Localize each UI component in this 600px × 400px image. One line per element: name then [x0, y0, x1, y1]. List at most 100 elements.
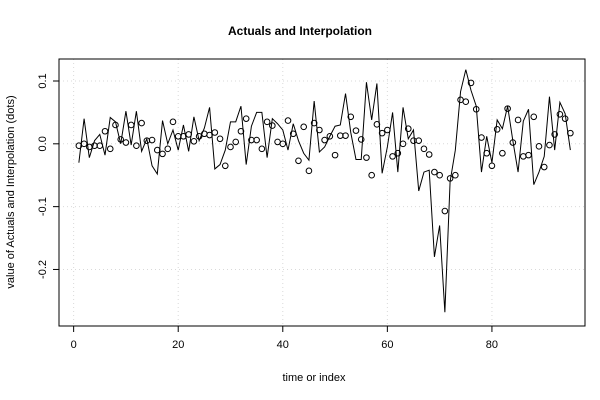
interpolation-dot-75: [467, 79, 475, 87]
interpolation-dot-48: [326, 132, 334, 140]
interpolation-dot-94: [567, 129, 574, 137]
interpolation-dot-34: [253, 136, 260, 144]
interpolation-dot-8: [117, 136, 124, 143]
interpolation-dot-72: [452, 171, 459, 179]
interpolation-dot-42: [295, 157, 302, 165]
interpolation-dot-4: [96, 142, 104, 149]
interpolation-dot-78: [483, 149, 491, 157]
interpolation-dot-59: [384, 126, 391, 134]
interpolation-dot-32: [242, 115, 250, 122]
interpolation-dot-92: [556, 110, 564, 118]
interpolation-dot-31: [237, 127, 245, 135]
x-tick-label-4: 80: [486, 339, 498, 351]
plot-frame: [58, 58, 586, 327]
interpolation-dot-16: [159, 150, 166, 158]
interpolation-dot-28: [221, 162, 229, 170]
interpolation-dot-54: [357, 136, 365, 143]
y-tick-label-2: 0.0: [37, 136, 49, 151]
axis-layer: 0 20 40 60 80 -0.2 -0.1 0.0 0.1: [37, 73, 498, 351]
interpolation-dot-46: [316, 126, 323, 134]
interpolation-dot-12: [138, 119, 145, 127]
interpolation-dot-71: [446, 175, 454, 182]
interpolation-dot-55: [363, 154, 370, 161]
interpolation-dot-77: [478, 134, 485, 141]
interpolation-dot-29: [227, 143, 234, 151]
interpolation-dot-82: [504, 105, 511, 112]
interpolation-dot-93: [561, 115, 569, 122]
interpolation-dot-9: [122, 139, 130, 146]
interpolation-dot-30: [232, 138, 240, 146]
interpolation-dot-57: [373, 121, 381, 128]
interpolation-dot-17: [164, 145, 172, 153]
chart-title: Actuals and Interpolation: [228, 24, 372, 38]
grid-layer: [59, 59, 585, 326]
interpolation-dot-81: [499, 149, 506, 157]
interpolation-dot-52: [347, 113, 355, 121]
interpolation-dot-44: [305, 167, 313, 175]
interpolation-dot-1: [80, 140, 88, 148]
actuals-line: [78, 69, 571, 313]
interpolation-dot-85: [520, 153, 527, 160]
interpolation-dot-27: [216, 135, 224, 143]
interpolation-dot-66: [420, 145, 428, 153]
interpolation-dot-7: [112, 121, 119, 129]
y-tick-label-3: 0.1: [37, 73, 49, 88]
x-tick-label-0: 0: [71, 339, 77, 351]
interpolation-dot-89: [540, 163, 548, 171]
interpolation-dot-23: [195, 132, 203, 140]
interpolation-dot-53: [352, 127, 360, 134]
y-axis-label: value of Actuals and Interpolation (dots…: [5, 95, 17, 288]
interpolation-dot-18: [169, 118, 177, 126]
interpolation-dot-60: [389, 153, 396, 160]
interpolation-dot-65: [415, 137, 423, 144]
interpolation-dot-36: [263, 118, 271, 126]
interpolation-dot-41: [289, 130, 297, 138]
interpolation-dot-62: [399, 140, 407, 148]
interpolation-dot-90: [546, 141, 553, 149]
x-axis-label: time or index: [283, 372, 346, 384]
interpolation-dot-37: [269, 122, 276, 129]
interpolation-dot-26: [211, 129, 219, 136]
interpolation-dot-88: [535, 143, 543, 150]
x-tick-label-1: 20: [172, 339, 184, 351]
interpolation-dot-61: [394, 149, 402, 157]
interpolation-dot-83: [509, 139, 517, 146]
interpolation-dot-10: [127, 121, 135, 129]
interpolation-dot-79: [488, 162, 496, 170]
interpolation-dot-21: [185, 131, 192, 138]
interpolation-dot-43: [300, 123, 307, 131]
interpolation-dot-25: [206, 131, 213, 139]
interpolation-dot-84: [514, 116, 522, 124]
interpolation-dot-69: [436, 171, 443, 179]
interpolation-dot-49: [331, 151, 339, 159]
interpolation-dot-63: [404, 125, 412, 133]
x-tick-label-3: 60: [381, 339, 393, 351]
interpolation-dot-87: [530, 113, 538, 121]
x-tick-label-2: 40: [277, 339, 289, 351]
y-tick-label-1: -0.1: [37, 197, 49, 216]
interpolation-dot-2: [86, 143, 93, 151]
interpolation-dot-56: [368, 171, 375, 179]
y-tick-label-0: -0.2: [37, 260, 49, 279]
interpolation-dot-68: [431, 168, 438, 176]
interpolation-dot-22: [190, 137, 198, 145]
interpolation-dot-40: [284, 117, 292, 124]
interpolation-dot-74: [462, 98, 470, 106]
interpolation-dot-70: [441, 207, 449, 215]
series-layer: [75, 69, 574, 313]
interpolation-dot-86: [525, 151, 532, 159]
interpolation-dot-14: [148, 136, 156, 144]
interpolation-dot-5: [101, 127, 109, 135]
interpolation-dot-67: [425, 151, 433, 158]
interpolation-dot-6: [106, 145, 114, 153]
interpolation-dot-80: [493, 126, 501, 133]
interpolation-dot-91: [551, 131, 558, 138]
interpolation-dot-58: [378, 129, 386, 137]
interpolation-dot-15: [153, 146, 161, 154]
interpolation-dot-76: [472, 105, 480, 113]
interpolation-dot-51: [342, 132, 349, 139]
interpolation-dot-47: [321, 136, 328, 144]
interpolation-dot-35: [258, 145, 266, 153]
interpolation-dot-45: [310, 119, 318, 127]
